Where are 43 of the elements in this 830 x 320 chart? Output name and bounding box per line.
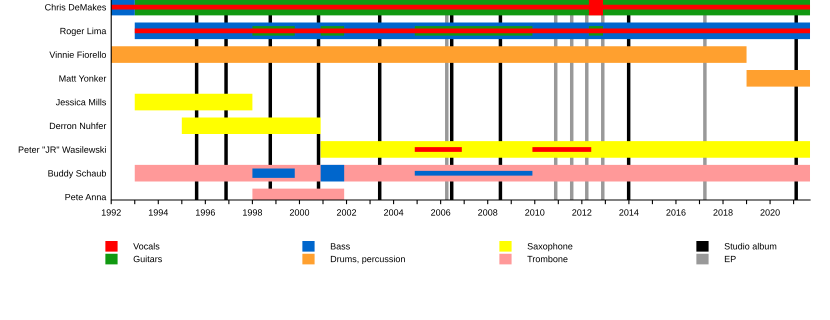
bar — [746, 70, 810, 87]
x-tick-label: 2016 — [666, 209, 686, 216]
y-tick-label: Chris DeMakes — [45, 4, 106, 10]
x-tick-label: 1996 — [196, 209, 215, 216]
y-tick-label: Buddy Schaub — [48, 170, 106, 178]
y-tick-label: Pete Anna — [65, 194, 106, 200]
y-tick-label: Vinnie Fiorello — [49, 51, 106, 58]
legend-label: Drums, percussion — [330, 256, 405, 264]
bar — [414, 170, 532, 176]
bar — [320, 141, 810, 158]
x-tick-label: 2014 — [619, 209, 639, 216]
bar — [252, 168, 295, 178]
x-tick-label: 2004 — [384, 209, 404, 216]
legend-label: Bass — [330, 243, 350, 250]
x-tick-label: 1994 — [148, 209, 168, 216]
bar — [414, 147, 462, 152]
x-tick-label: 2000 — [290, 209, 310, 216]
x-tick-label: 1992 — [102, 209, 121, 216]
x-tick-label: 2006 — [431, 209, 450, 216]
bar — [111, 46, 747, 63]
legend-label: Trombone — [527, 256, 568, 262]
legend-label: EP — [724, 256, 736, 262]
x-tick-label: 2012 — [572, 209, 592, 216]
x-tick-label: 2018 — [713, 209, 733, 216]
bar — [182, 117, 321, 134]
bar — [134, 94, 252, 110]
y-tick-label: Peter "JR" Wasilewski — [18, 146, 106, 153]
bar — [134, 28, 810, 34]
y-tick-label: Jessica Mills — [56, 98, 106, 106]
x-tick-label: 2010 — [525, 209, 544, 216]
x-tick-label: 2002 — [336, 209, 356, 216]
x-tick-label: 1998 — [243, 209, 262, 216]
legend-label: Guitars — [134, 256, 162, 262]
legend-label: Saxophone — [528, 242, 572, 252]
legend-label: Studio album — [724, 242, 776, 250]
bar — [532, 147, 592, 152]
y-tick-label: Roger Lima — [60, 28, 106, 36]
x-tick-label: 2020 — [760, 209, 780, 216]
bar — [320, 164, 344, 182]
y-tick-label: Derron Nuhfer — [50, 122, 106, 130]
legend-label: Vocals — [133, 242, 160, 250]
y-tick-label: Matt Yonker — [59, 75, 106, 82]
x-tick-label: 2008 — [478, 209, 498, 216]
